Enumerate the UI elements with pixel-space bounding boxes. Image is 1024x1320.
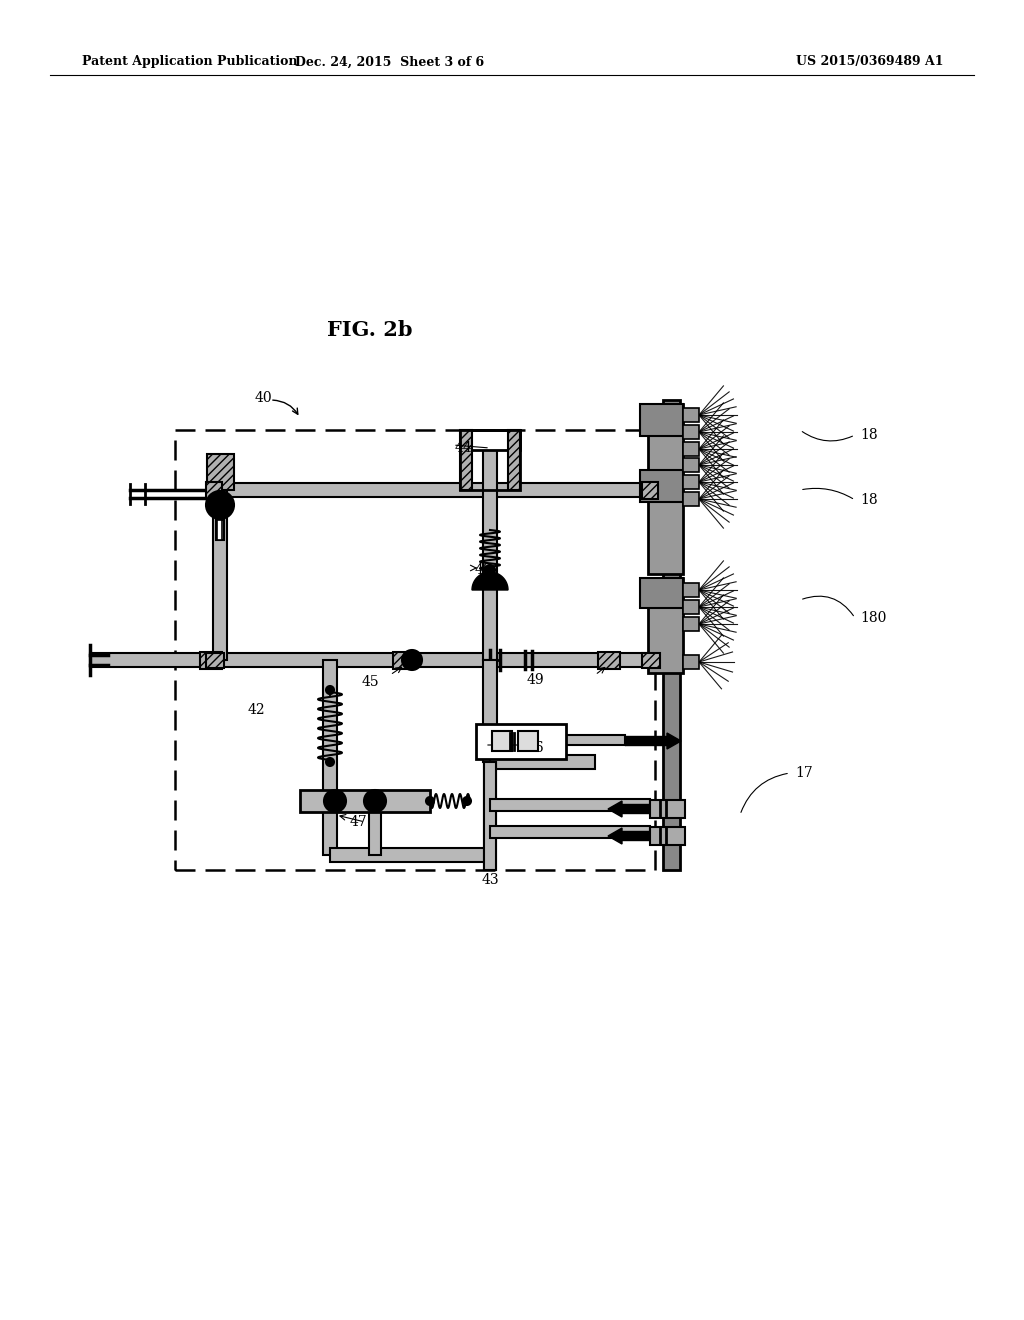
Text: 49: 49 — [527, 673, 545, 686]
Bar — [490, 826, 650, 838]
Bar — [655, 483, 680, 498]
Bar — [683, 583, 699, 597]
Bar — [508, 430, 520, 490]
Circle shape — [326, 758, 334, 766]
Bar — [206, 653, 224, 668]
Text: US 2015/0369489 A1: US 2015/0369489 A1 — [797, 55, 944, 69]
Bar — [460, 430, 520, 450]
Bar — [330, 847, 490, 862]
FancyArrow shape — [625, 733, 681, 748]
Text: 47: 47 — [350, 814, 368, 829]
Circle shape — [402, 649, 422, 671]
Bar — [598, 652, 620, 669]
Bar — [683, 425, 699, 440]
Text: 18: 18 — [860, 492, 878, 507]
Bar — [566, 735, 625, 744]
Bar — [220, 483, 655, 498]
Bar — [206, 482, 222, 499]
Text: 42: 42 — [248, 704, 265, 717]
Text: FIG. 2b: FIG. 2b — [328, 319, 413, 341]
Circle shape — [485, 565, 495, 576]
Bar — [683, 492, 699, 506]
Bar — [484, 762, 496, 870]
Bar — [175, 430, 655, 870]
Bar — [213, 490, 227, 660]
FancyArrow shape — [608, 801, 650, 817]
Bar — [648, 404, 683, 574]
Bar — [490, 755, 595, 770]
Text: 18: 18 — [860, 428, 878, 442]
Polygon shape — [472, 572, 508, 590]
Circle shape — [463, 797, 471, 805]
Bar — [640, 470, 683, 502]
Bar — [200, 652, 222, 669]
Bar — [642, 482, 658, 499]
Text: 44: 44 — [455, 441, 473, 455]
Bar — [483, 450, 497, 660]
Bar — [207, 454, 234, 490]
Bar — [683, 458, 699, 473]
Bar — [460, 430, 472, 490]
Bar — [642, 653, 660, 668]
Bar — [518, 731, 538, 751]
Bar — [90, 653, 660, 667]
Bar — [640, 404, 683, 436]
Bar — [683, 655, 699, 669]
Bar — [640, 578, 683, 609]
Bar — [216, 520, 224, 540]
Bar — [683, 601, 699, 614]
Text: 46: 46 — [527, 741, 545, 755]
Bar — [655, 653, 680, 667]
Bar — [323, 660, 337, 855]
Bar — [492, 731, 512, 751]
Bar — [683, 616, 699, 631]
Bar — [490, 799, 650, 810]
Circle shape — [206, 491, 234, 519]
Bar — [483, 660, 497, 762]
Bar — [484, 762, 496, 870]
Text: 48: 48 — [475, 564, 493, 577]
Bar — [648, 578, 683, 673]
Bar — [300, 789, 430, 812]
Circle shape — [324, 789, 346, 812]
Bar — [683, 442, 699, 455]
Bar — [683, 408, 699, 422]
Bar — [393, 652, 415, 669]
Text: 17: 17 — [795, 766, 813, 780]
Bar — [369, 810, 381, 855]
Text: 45: 45 — [361, 675, 379, 689]
Circle shape — [326, 686, 334, 694]
Bar — [650, 828, 685, 845]
Text: 43: 43 — [481, 873, 499, 887]
Bar — [663, 400, 680, 870]
Text: Dec. 24, 2015  Sheet 3 of 6: Dec. 24, 2015 Sheet 3 of 6 — [296, 55, 484, 69]
Bar — [683, 475, 699, 488]
Bar — [460, 430, 520, 490]
FancyArrow shape — [608, 828, 650, 843]
Bar — [217, 520, 222, 540]
Text: 180: 180 — [860, 611, 887, 624]
Bar — [650, 800, 685, 818]
Text: Patent Application Publication: Patent Application Publication — [82, 55, 298, 69]
Circle shape — [426, 797, 434, 805]
Circle shape — [364, 789, 386, 812]
Text: 40: 40 — [255, 391, 272, 405]
Bar — [476, 723, 566, 759]
